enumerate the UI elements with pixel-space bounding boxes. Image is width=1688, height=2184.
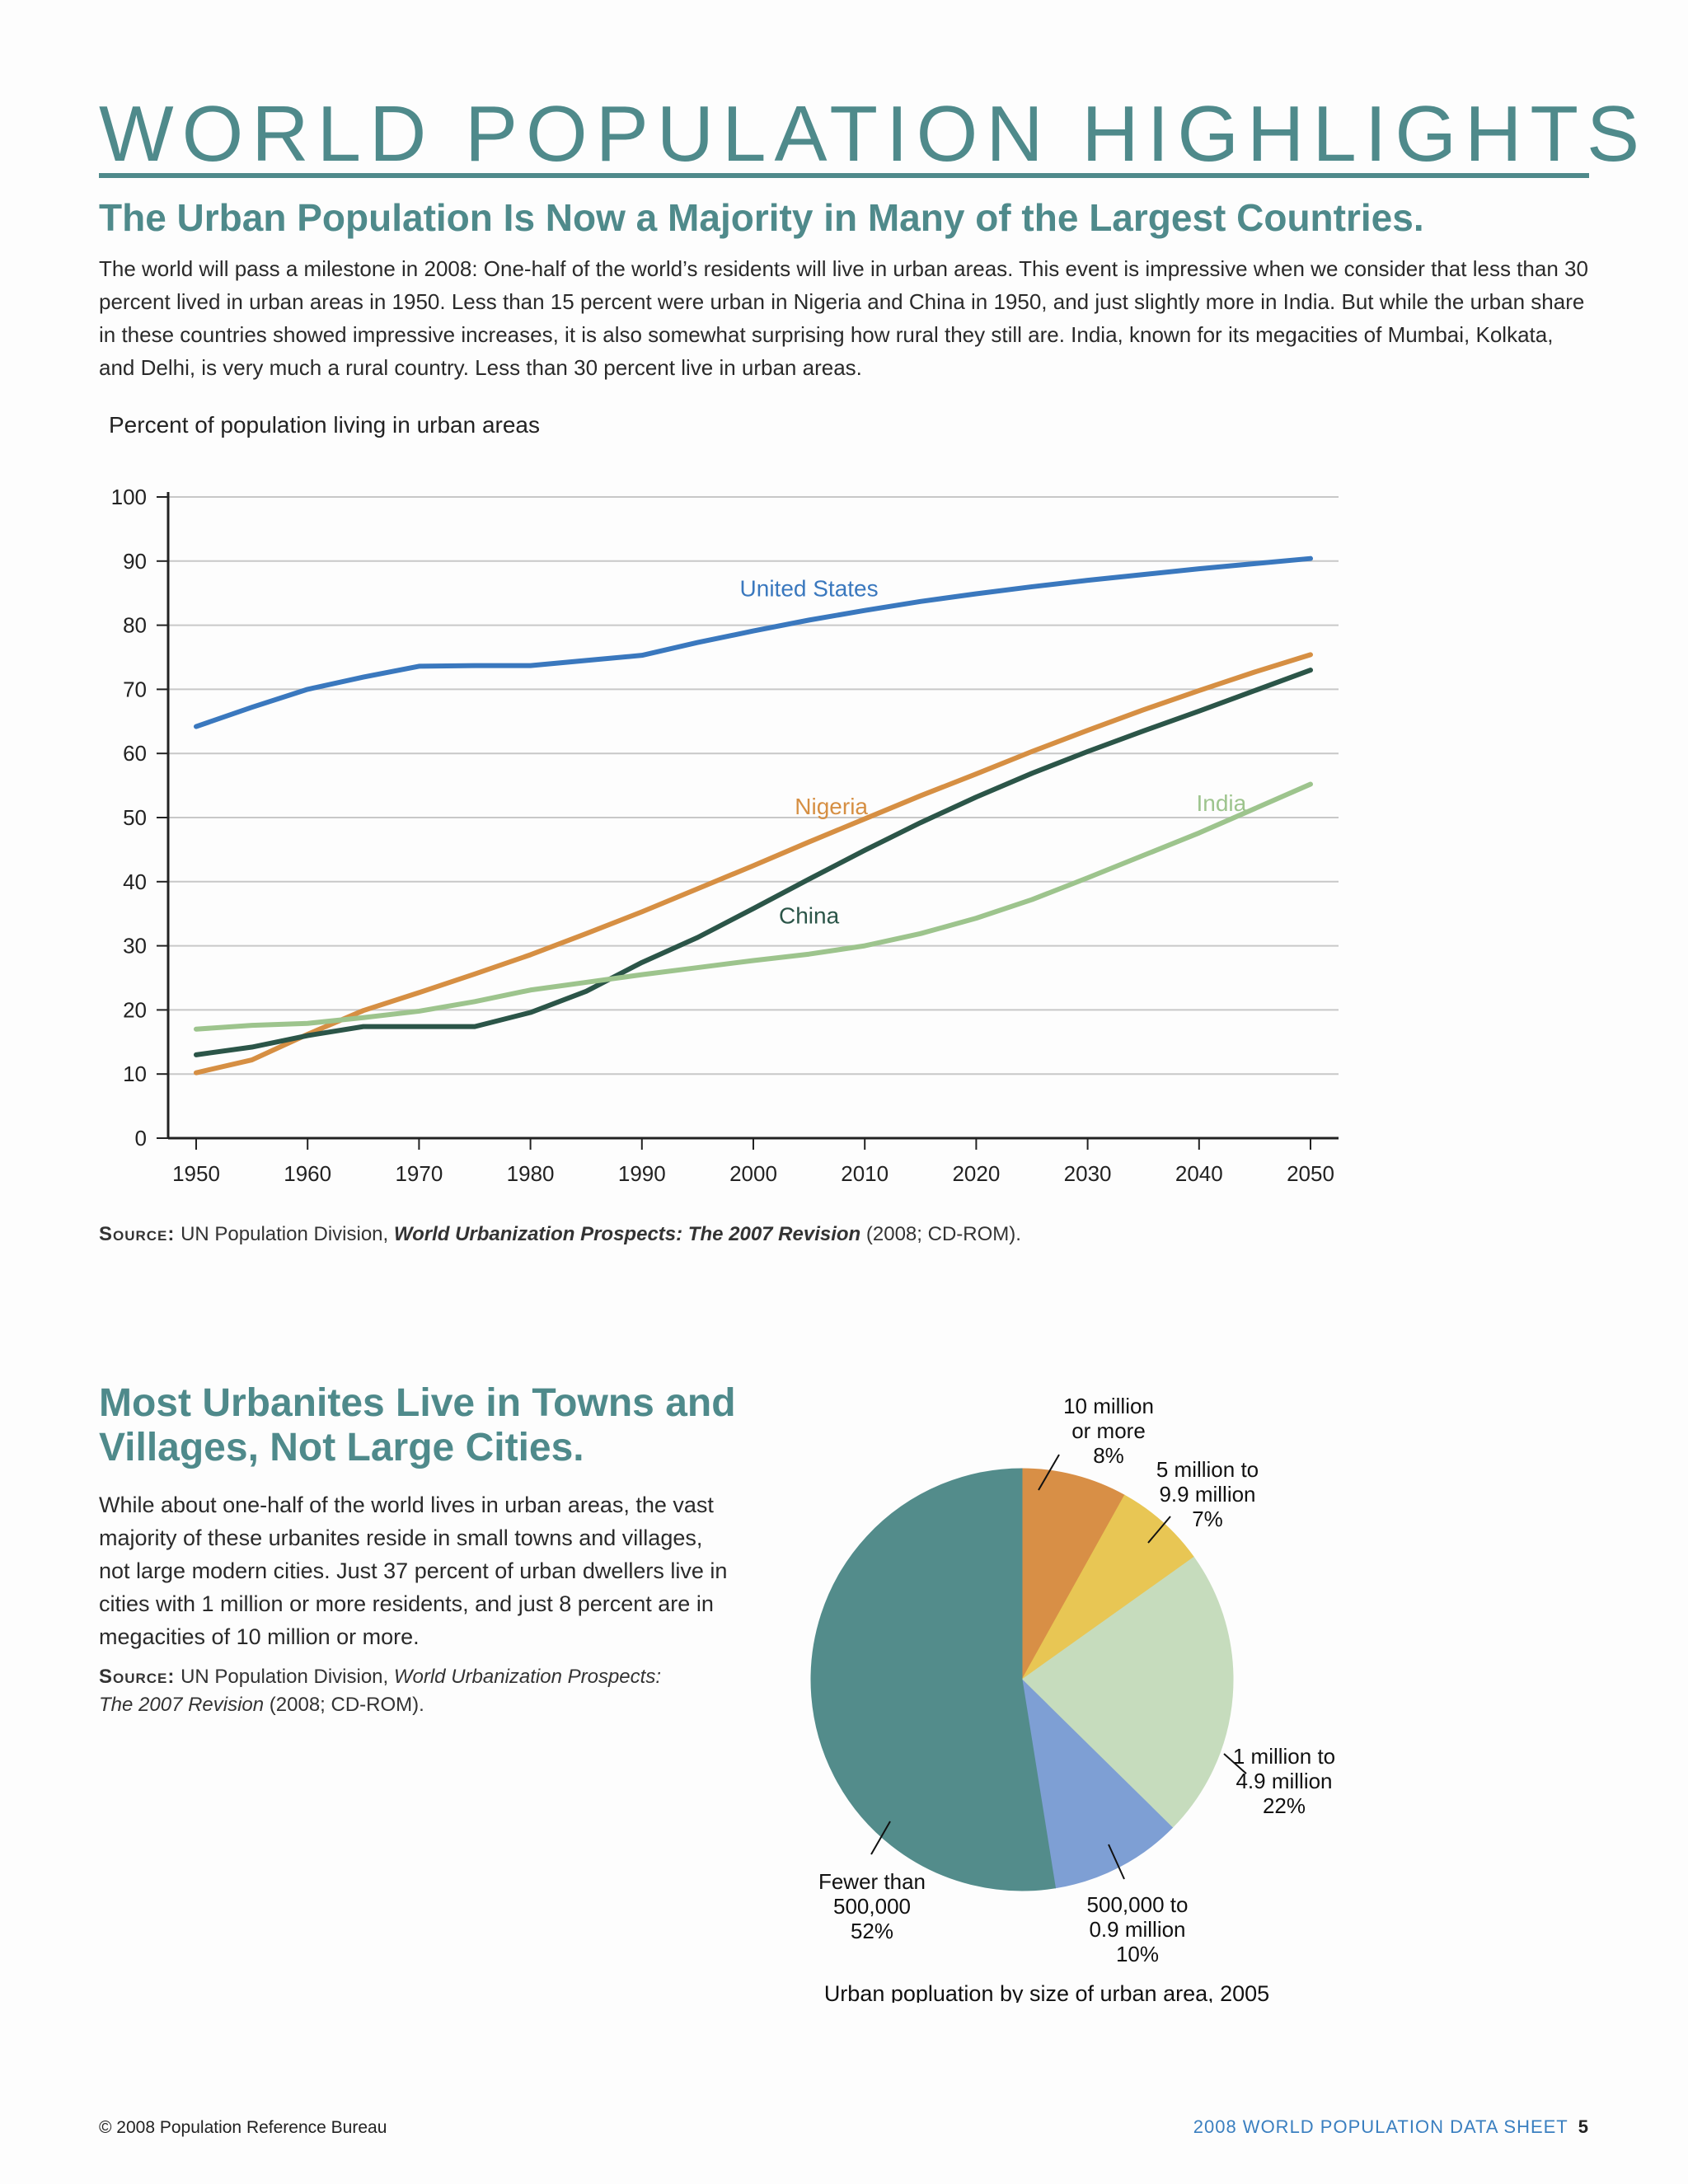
page-number: 5 [1578, 2116, 1589, 2137]
pie-leader-line [870, 1821, 891, 1855]
pie-label-line: 0.9 million [1089, 1917, 1185, 1942]
pie-slice [1021, 1494, 1195, 1680]
pie-slice [1021, 1556, 1234, 1829]
source-title: World Urbanization Prospects: The 2007 R… [393, 1223, 861, 1245]
footer-copyright: © 2008 Population Reference Bureau [99, 2118, 387, 2137]
pie-label-line: 8% [1093, 1443, 1124, 1468]
series-line-united-states [194, 555, 1313, 729]
pie-slice-label: 1 million to 4.9 million 22% [1233, 1744, 1335, 1818]
page-title: WORLD POPULATION HIGHLIGHTS [99, 90, 1648, 178]
pie-leader-line [1108, 1844, 1125, 1880]
pie-slice-label: 10 million or more 8% [1063, 1394, 1154, 1468]
source-tail: (2008; CD-ROM). [860, 1223, 1021, 1245]
source-text: UN Population Division, [175, 1223, 394, 1245]
section2-source-title1: World Urbanization Prospects: [393, 1666, 661, 1688]
pie-slice [1021, 1468, 1126, 1681]
x-tick-label: 2020 [952, 1161, 1000, 1186]
chart-source: Source: UN Population Division, World Ur… [99, 1223, 1335, 1246]
y-tick-label: 20 [123, 997, 147, 1022]
pie-chart-svg: 10 million or more 8%5 million to 9.9 milli… [810, 1394, 1335, 2006]
series-line-china [194, 668, 1313, 1057]
x-tick-label: 1990 [618, 1161, 666, 1186]
pie-caption: Urban popluation by size of urban area, … [824, 1981, 1269, 2003]
pie-label-line: 9.9 million [1159, 1482, 1255, 1507]
source-label: Source: [99, 1223, 176, 1245]
section2-source: Source: UN Population Division, World Ur… [99, 1663, 734, 1719]
pie-label-line: 22% [1263, 1793, 1306, 1818]
series-label-china: China [779, 902, 840, 928]
y-tick-label: 0 [135, 1126, 147, 1151]
section2-source-label: Source: [99, 1666, 176, 1688]
urban-size-pie-chart: 10 million or more 8% 5 million to 9.9 milli… [775, 1376, 1385, 2006]
pie-label-line: Fewer than [818, 1869, 926, 1894]
urban-line-chart: Percent of population living in urban ar… [82, 404, 1368, 1212]
series-label-india: India [1196, 790, 1246, 816]
x-tick-label: 1950 [172, 1161, 220, 1186]
x-tick-label: 2000 [729, 1161, 777, 1186]
series-line-nigeria [194, 652, 1313, 1076]
pie-slice-label: Fewer than 500,000 52% [818, 1869, 926, 1943]
series-label-nigeria: Nigeria [795, 794, 868, 819]
y-tick-label: 10 [123, 1062, 147, 1086]
series-label-united-states: United States [740, 576, 879, 602]
y-tick-label: 80 [123, 613, 147, 638]
footer-publication: 2008 WORLD POPULATION DATA SHEET 5 [1193, 2116, 1589, 2138]
pie-leader-line [1038, 1454, 1060, 1491]
chart-title: Percent of population living in urban ar… [109, 412, 540, 438]
pie-slice-label: 5 million to 9.9 million 7% [1156, 1457, 1259, 1531]
pie-label-line: 52% [851, 1919, 893, 1943]
pie-slice-label: 500,000 to 0.9 million 10% [1087, 1892, 1189, 1966]
pie-label-line: or more [1071, 1418, 1146, 1443]
pie-leader-line [1147, 1516, 1171, 1544]
pie-label-line: 4.9 million [1236, 1769, 1332, 1793]
section2-source-text: UN Population Division, [175, 1666, 394, 1688]
y-tick-label: 40 [123, 869, 147, 894]
series-line-india [194, 781, 1313, 1032]
pie-label-line: 1 million to [1233, 1744, 1335, 1769]
section2-source-title2: The 2007 Revision [99, 1694, 265, 1716]
line-chart-svg: Percent of population living in urban ar… [109, 412, 1339, 1186]
section2-paragraph: While about one-half of the world lives … [99, 1493, 728, 1649]
pie-slice [810, 1468, 1057, 1891]
pie-label-line: 5 million to [1156, 1457, 1259, 1482]
pie-label-line: 500,000 [833, 1894, 911, 1919]
x-tick-label: 2040 [1175, 1161, 1223, 1186]
y-tick-label: 60 [123, 741, 147, 766]
x-tick-label: 2010 [841, 1161, 889, 1186]
publication-name: 2008 WORLD POPULATION DATA SHEET [1193, 2116, 1568, 2137]
y-tick-label: 50 [123, 805, 147, 830]
x-tick-label: 1970 [395, 1161, 443, 1186]
pie-label-line: 500,000 to [1087, 1892, 1189, 1917]
section2-source-tail: (2008; CD-ROM). [264, 1694, 424, 1716]
intro-paragraph: The world will pass a milestone in 2008:… [99, 256, 1588, 380]
pie-leader-line [1223, 1753, 1247, 1774]
pie-label-line: 10% [1116, 1942, 1159, 1966]
x-tick-label: 1960 [284, 1161, 331, 1186]
section2-heading: Most Urbanites Live in Towns and Village… [99, 1381, 736, 1469]
y-tick-label: 100 [111, 485, 147, 509]
y-tick-label: 70 [123, 677, 147, 701]
x-tick-label: 1980 [507, 1161, 555, 1186]
title-rule [99, 173, 1589, 178]
section-heading: The Urban Population Is Now a Majority i… [99, 196, 1424, 239]
y-tick-label: 90 [123, 549, 147, 574]
pie-label-line: 7% [1192, 1507, 1223, 1531]
y-tick-label: 30 [123, 934, 147, 958]
pie-label-line: 10 million [1063, 1394, 1154, 1418]
x-tick-label: 2030 [1064, 1161, 1112, 1186]
x-tick-label: 2050 [1287, 1161, 1334, 1186]
